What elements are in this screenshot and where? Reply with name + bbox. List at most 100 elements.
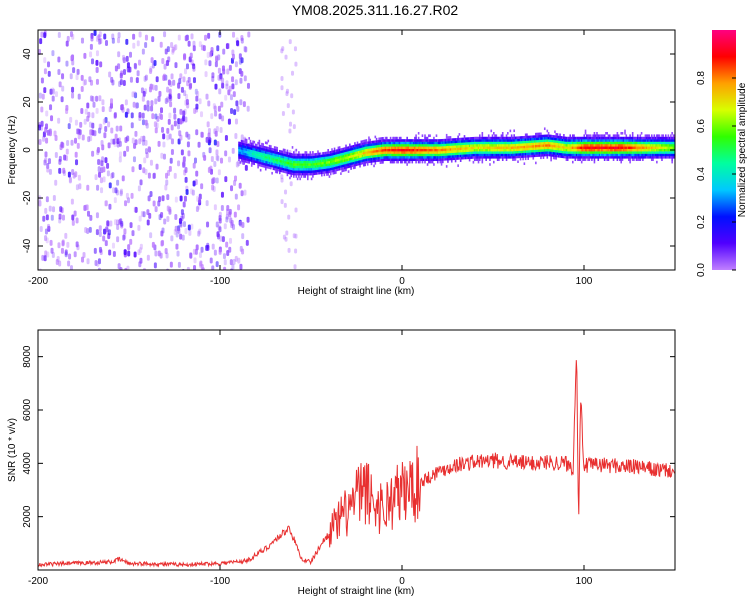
spectrogram-ridge-cell: [340, 162, 342, 166]
spectrogram-ridge-cell: [402, 141, 405, 145]
spectrogram-ridge-cell: [552, 154, 555, 157]
spectrogram-ridge-cell: [425, 148, 428, 152]
spectrogram-ridge-cell: [340, 155, 342, 159]
spectrogram-ridge-cell: [337, 163, 340, 166]
spectrogram-noise-cell: [152, 172, 156, 179]
spectrogram-noise-cell: [71, 214, 75, 221]
spectrogram-ridge-cell: [243, 157, 245, 160]
spectrogram-ridge-cell: [671, 151, 673, 154]
spectrogram-ridge-cell: [524, 140, 527, 144]
y-tick-label: 4000: [22, 452, 33, 475]
spectrogram-ridge-cell: [498, 156, 500, 159]
spectrogram-ridge-cell: [472, 156, 475, 159]
spectrogram-ridge-cell: [596, 136, 598, 140]
spectrogram-ridge-cell: [294, 172, 296, 176]
spectrogram-ridge-cell: [411, 139, 414, 142]
spectrogram-ridge-cell: [625, 151, 628, 154]
spectrogram-ridge-cell: [312, 151, 314, 154]
spectrogram-ridge-cell: [253, 148, 256, 151]
spectrogram-ridge-cell: [275, 148, 277, 152]
spectrogram-ridge-cell: [670, 144, 672, 147]
x-tick-label: 0: [399, 276, 405, 287]
spectrogram-ridge-cell: [626, 144, 629, 147]
spectrogram-ridge-cell: [510, 136, 513, 140]
spectrogram-ridge-cell: [415, 146, 417, 149]
spectrogram-ridge-cell: [481, 144, 484, 147]
spectrogram-ridge-cell: [452, 143, 454, 146]
spectrogram-ridge-cell: [319, 159, 322, 163]
spectrogram-ridge-cell: [610, 144, 612, 147]
spectrogram-noise-cell: [54, 134, 58, 141]
spectrogram-ridge-cell: [481, 151, 484, 154]
spectrogram-ridge-cell: [643, 144, 645, 147]
spectrogram-ridge-cell: [299, 163, 301, 166]
spectrogram-ridge-cell: [552, 156, 555, 160]
spectrogram-ridge-cell: [547, 148, 550, 152]
spectrogram-ridge-cell: [440, 139, 443, 142]
spectrogram-noise-cell: [142, 211, 146, 218]
spectrogram-ridge-cell: [600, 136, 602, 140]
spectrogram-ridge-cell: [639, 153, 642, 157]
spectrogram-ridge-cell: [389, 148, 392, 152]
spectrogram-ridge-cell: [445, 133, 448, 137]
spectrogram-ridge-cell: [546, 136, 549, 140]
spectrogram-ridge-cell: [371, 155, 374, 158]
spectrogram-ridge-cell: [333, 164, 336, 167]
spectrogram-ridge-cell: [578, 144, 580, 147]
spectrogram-ridge-cell: [611, 151, 614, 154]
spectrogram-noise-cell: [133, 62, 137, 69]
spectrogram-ridge-cell: [407, 141, 410, 145]
spectrogram-ridge-cell: [546, 156, 549, 159]
spectrogram-ridge-cell: [495, 136, 498, 140]
spectrogram-ridge-cell: [547, 153, 550, 157]
spectrogram-ridge-cell: [656, 151, 658, 154]
spectrogram-ridge-cell: [328, 175, 331, 178]
spectrogram-ridge-cell: [628, 148, 630, 152]
spectrogram-ridge-cell: [312, 170, 314, 173]
spectrogram-noise-cell: [58, 81, 62, 88]
spectrogram-ridge-cell: [457, 149, 459, 153]
spectrogram-ridge-cell: [519, 136, 522, 139]
spectrogram-ridge-cell: [606, 136, 608, 140]
spectrogram-ridge-cell: [510, 139, 513, 142]
spectrogram-noise-cell: [97, 166, 101, 173]
spectrogram-ridge-cell: [652, 153, 654, 157]
spectrogram-ridge-cell: [639, 158, 642, 161]
spectrogram-ridge-cell: [286, 151, 289, 155]
spectrogram-ridge-cell: [292, 158, 295, 161]
spectrogram-ridge-cell: [589, 136, 592, 140]
spectrogram-ridge-cell: [649, 136, 652, 140]
spectrogram-noise-cell: [44, 228, 48, 235]
spectrogram-ridge-cell: [286, 173, 289, 177]
spectrogram-ridge-cell: [523, 138, 526, 141]
spectrogram-ridge-cell: [638, 158, 640, 161]
spectrogram-ridge-cell: [393, 153, 396, 157]
spectrogram-noise-cell: [55, 258, 59, 265]
spectrogram-noise-cell: [225, 241, 229, 248]
spectrogram-ridge-cell: [514, 138, 517, 142]
spectrogram-ridge-cell: [606, 144, 608, 147]
spectrogram-ridge-cell: [405, 141, 407, 145]
spectrogram-noise-cell: [173, 45, 177, 52]
spectrogram-ridge-cell: [393, 141, 396, 145]
spectrogram-ridge-cell: [634, 141, 637, 145]
spectrogram-ridge-cell: [252, 152, 254, 156]
spectrogram-ridge-cell: [416, 139, 419, 142]
spectrogram-ridge-cell: [275, 146, 277, 150]
spectrogram-ridge-cell: [482, 151, 485, 154]
spectrogram-ridge-cell: [477, 153, 480, 157]
spectrogram-ridge-cell: [266, 165, 268, 169]
spectrogram-ridge-cell: [444, 155, 447, 159]
spectrogram-ridge-cell: [545, 141, 547, 145]
spectrogram-noise-cell: [75, 241, 79, 248]
spectrogram-ridge-cell: [313, 158, 315, 161]
spectrogram-ridge-cell: [428, 160, 430, 164]
spectrogram-ridge-cell: [426, 158, 429, 161]
spectrogram-ridge-cell: [591, 151, 593, 154]
spectrogram-ridge-cell: [538, 151, 541, 155]
spectrogram-ridge-cell: [491, 153, 494, 157]
spectrogram-ridge-cell: [557, 154, 560, 158]
spectrogram-ridge-cell: [450, 138, 453, 141]
spectrogram-ridge-cell: [537, 154, 540, 157]
spectrogram-ridge-cell: [635, 156, 638, 159]
